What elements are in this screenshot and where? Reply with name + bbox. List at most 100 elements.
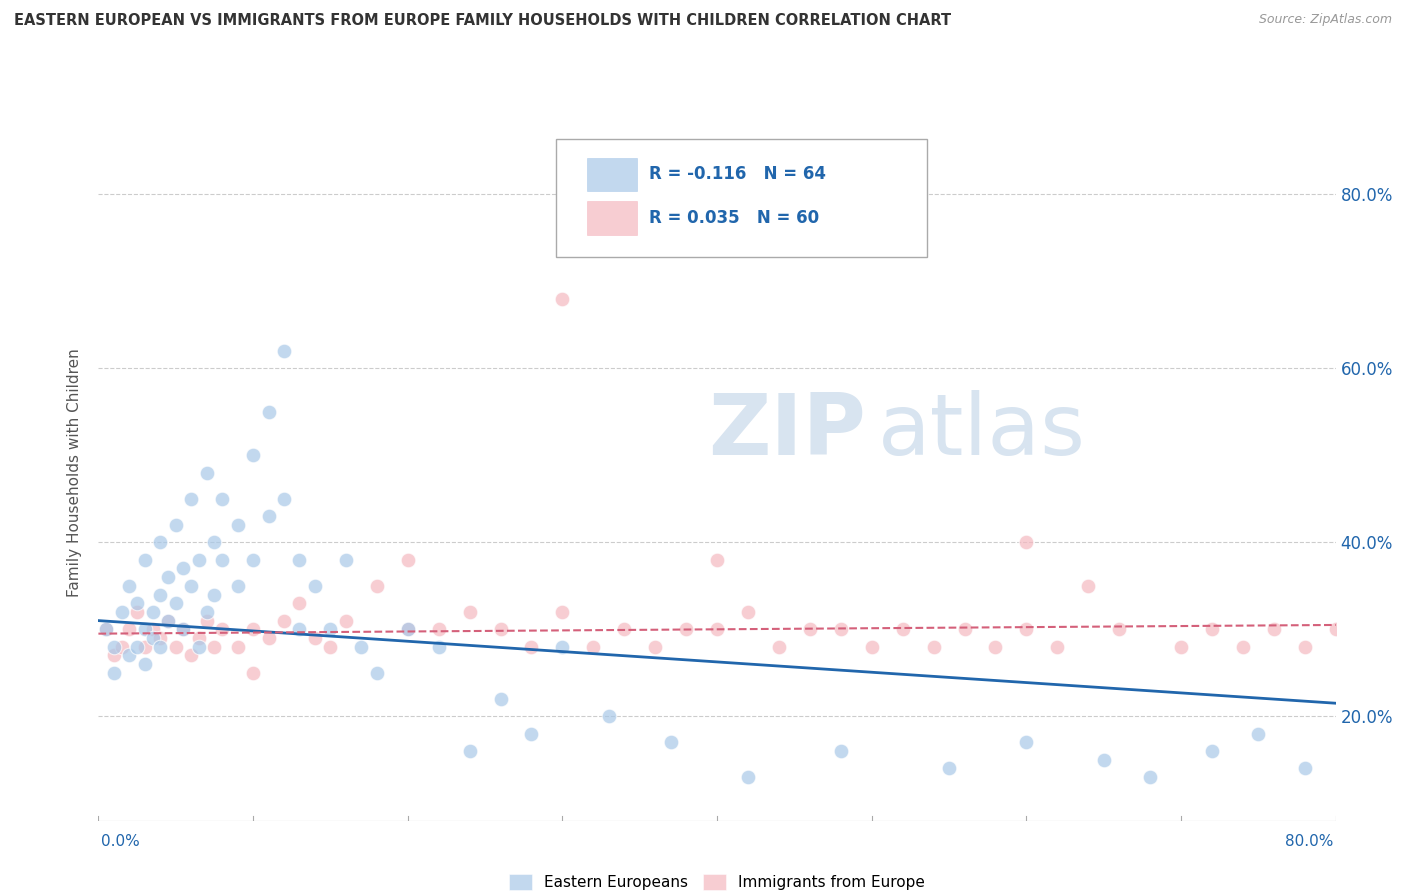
Point [226, 640, 249, 654]
Point [165, 517, 187, 532]
Point [157, 614, 180, 628]
Point [551, 292, 574, 306]
Point [111, 640, 134, 654]
Point [134, 640, 156, 654]
Point [288, 596, 311, 610]
Point [134, 623, 156, 637]
Point [226, 579, 249, 593]
Point [173, 561, 195, 575]
Point [396, 552, 419, 567]
Point [366, 665, 388, 680]
Point [211, 491, 233, 506]
Point [613, 623, 636, 637]
Point [157, 614, 180, 628]
Point [1170, 640, 1192, 654]
Legend: Eastern Europeans, Immigrants from Europe: Eastern Europeans, Immigrants from Europ… [503, 868, 931, 892]
Point [830, 744, 852, 758]
Point [204, 587, 226, 601]
Point [96, 623, 118, 637]
Point [520, 726, 543, 740]
Point [149, 587, 172, 601]
Point [180, 579, 202, 593]
Point [1108, 623, 1130, 637]
Point [118, 648, 141, 663]
Point [319, 623, 342, 637]
Point [173, 623, 195, 637]
Point [180, 491, 202, 506]
Point [204, 640, 226, 654]
Point [273, 614, 295, 628]
Point [891, 623, 914, 637]
Point [211, 552, 233, 567]
Point [111, 605, 134, 619]
Point [675, 623, 697, 637]
Point [458, 605, 481, 619]
Point [350, 640, 373, 654]
FancyBboxPatch shape [557, 139, 928, 257]
Point [582, 640, 605, 654]
Point [1294, 640, 1316, 654]
Point [489, 692, 512, 706]
Point [204, 535, 226, 549]
Point [273, 343, 295, 358]
Point [273, 491, 295, 506]
Point [149, 640, 172, 654]
Point [489, 623, 512, 637]
Point [142, 631, 165, 645]
Point [458, 744, 481, 758]
Point [165, 640, 187, 654]
Point [127, 605, 149, 619]
Point [706, 623, 728, 637]
Point [103, 665, 125, 680]
Point [142, 623, 165, 637]
Point [257, 405, 280, 419]
Point [134, 552, 156, 567]
Text: R = 0.035   N = 60: R = 0.035 N = 60 [650, 209, 820, 227]
Point [195, 466, 218, 480]
Text: Source: ZipAtlas.com: Source: ZipAtlas.com [1258, 13, 1392, 27]
Point [134, 657, 156, 671]
Point [149, 631, 172, 645]
Point [188, 631, 211, 645]
Point [127, 596, 149, 610]
Point [830, 623, 852, 637]
Point [396, 623, 419, 637]
Point [127, 640, 149, 654]
Point [288, 623, 311, 637]
Point [257, 631, 280, 645]
Point [149, 535, 172, 549]
Point [188, 640, 211, 654]
FancyBboxPatch shape [588, 158, 637, 191]
Point [211, 623, 233, 637]
Point [195, 614, 218, 628]
Point [1077, 579, 1099, 593]
Point [768, 640, 790, 654]
Point [1046, 640, 1069, 654]
Point [242, 448, 264, 462]
Point [984, 640, 1007, 654]
Point [860, 640, 883, 654]
Text: 80.0%: 80.0% [1285, 834, 1333, 849]
Point [335, 614, 357, 628]
Point [1201, 623, 1223, 637]
Text: EASTERN EUROPEAN VS IMMIGRANTS FROM EUROPE FAMILY HOUSEHOLDS WITH CHILDREN CORRE: EASTERN EUROPEAN VS IMMIGRANTS FROM EURO… [14, 13, 952, 29]
Point [737, 770, 759, 784]
Point [1092, 753, 1115, 767]
Point [366, 579, 388, 593]
Point [1015, 735, 1038, 749]
Point [1294, 761, 1316, 775]
Point [427, 640, 450, 654]
Point [1139, 770, 1161, 784]
Text: atlas: atlas [877, 390, 1085, 473]
Point [551, 605, 574, 619]
Point [427, 623, 450, 637]
Point [659, 735, 682, 749]
Point [118, 623, 141, 637]
Point [96, 623, 118, 637]
Point [242, 665, 264, 680]
Point [103, 648, 125, 663]
Point [142, 605, 165, 619]
Point [1324, 623, 1347, 637]
FancyBboxPatch shape [588, 202, 637, 235]
Point [180, 648, 202, 663]
